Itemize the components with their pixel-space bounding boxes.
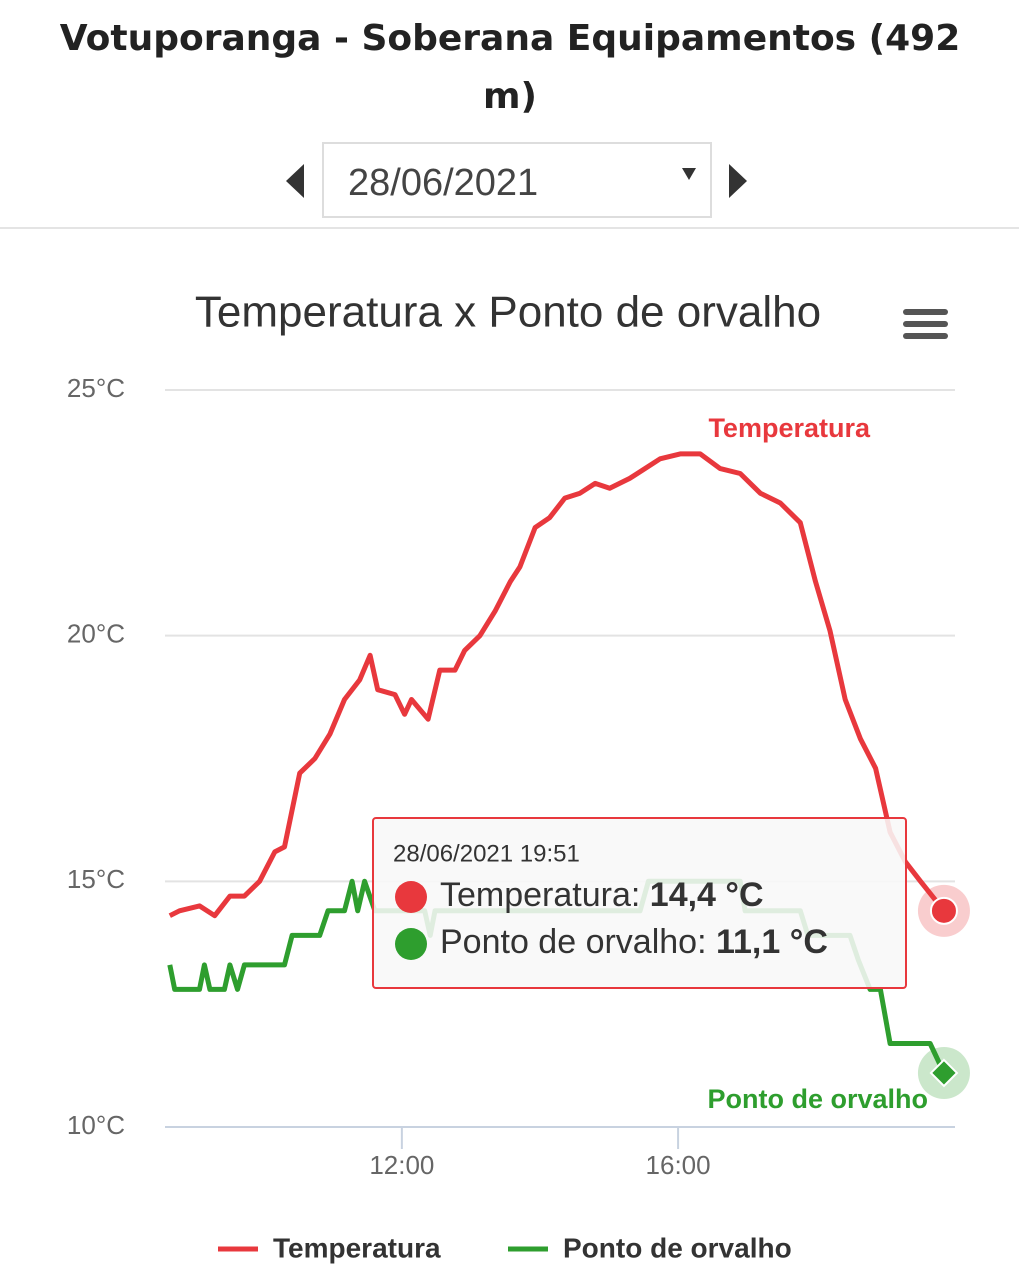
x-tick-label: 16:00: [646, 1150, 711, 1180]
tooltip: 28/06/2021 19:51 Temperatura: 14,4 °C Pont…: [372, 817, 907, 989]
page-title: Votuporanga - Soberana Equipamentos (492…: [59, 18, 961, 117]
tooltip-title: 28/06/2021 19:51: [393, 840, 580, 867]
end-marker: [929, 1058, 959, 1088]
menu-button[interactable]: [903, 309, 948, 339]
y-tick-label: 10°C: [67, 1110, 125, 1140]
tooltip-value: 11,1 °C: [716, 923, 828, 961]
x-tick-label: 12:00: [369, 1150, 434, 1180]
tooltip-label: Temperatura:: [440, 876, 640, 914]
separator: [0, 227, 1019, 229]
series-line: [168, 451, 946, 919]
menu-bar: [903, 321, 948, 327]
chart-title: Temperatura x Ponto de orvalho: [195, 288, 821, 337]
tooltip-dot: [395, 928, 427, 960]
menu-bar: [903, 309, 948, 315]
y-tick-label: 20°C: [67, 619, 125, 649]
previous-day[interactable]: [286, 164, 304, 198]
y-tick-label: 25°C: [67, 373, 125, 403]
series-label: Temperatura: [708, 413, 871, 443]
tooltip-row: Temperatura: 14,4 °C: [440, 876, 764, 914]
menu-bar: [903, 333, 948, 339]
legend-label[interactable]: Temperatura: [273, 1232, 441, 1263]
tooltip-label: Ponto de orvalho:: [440, 923, 707, 961]
tooltip-value: 14,4 °C: [650, 876, 764, 914]
dropdown-caret: [682, 168, 696, 180]
tooltip-row: Ponto de orvalho: 11,1 °C: [440, 923, 828, 961]
end-marker: [929, 896, 958, 925]
tooltip-dot: [395, 881, 427, 913]
next-day[interactable]: [729, 164, 747, 198]
date-value: 28/06/2021: [348, 162, 539, 204]
legend-label[interactable]: Ponto de orvalho: [563, 1232, 792, 1263]
date-select[interactable]: 28/06/2021: [322, 142, 712, 218]
y-tick-label: 15°C: [67, 864, 125, 894]
tooltip-box: [372, 817, 907, 989]
series-label: Ponto de orvalho: [707, 1084, 928, 1114]
